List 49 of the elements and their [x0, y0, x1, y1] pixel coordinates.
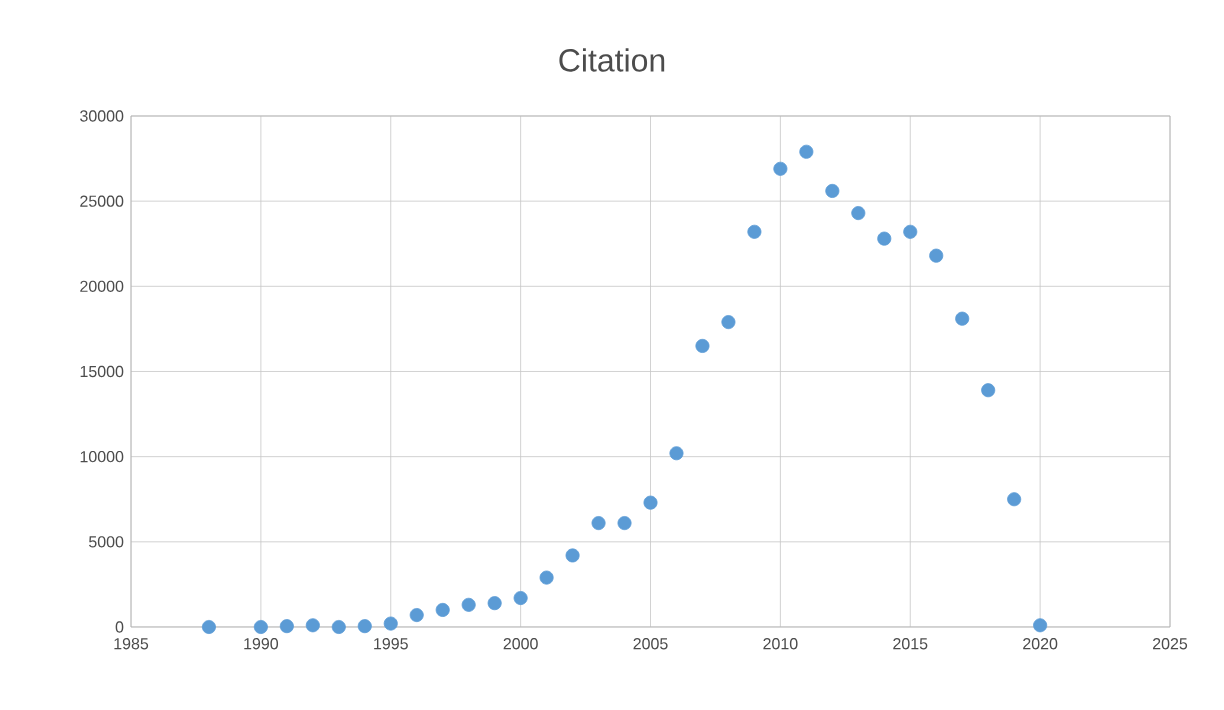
x-tick-label: 2010 [763, 638, 798, 650]
point [409, 608, 424, 623]
point [1033, 618, 1048, 633]
point [539, 570, 554, 585]
point [799, 144, 814, 159]
point [877, 231, 892, 246]
y-tick-label: 25000 [80, 195, 124, 207]
x-tick-label: 2015 [893, 638, 928, 650]
point [461, 597, 476, 612]
point [487, 596, 502, 611]
x-tick-label: 2025 [1153, 638, 1188, 650]
point [253, 619, 268, 634]
x-tick-label: 1990 [244, 638, 279, 650]
point [903, 224, 918, 239]
x-tick-label: 2020 [1023, 638, 1058, 650]
point [695, 338, 710, 353]
point [565, 548, 580, 563]
point [747, 224, 762, 239]
point [929, 248, 944, 263]
y-tick-label: 20000 [80, 280, 124, 292]
x-tick-label: 1985 [114, 638, 149, 650]
y-tick-label: 5000 [88, 536, 124, 548]
x-tick-label: 1995 [374, 638, 408, 650]
y-tick-label: 0 [115, 621, 124, 633]
y-tick-label: 30000 [80, 110, 124, 122]
point [357, 619, 372, 634]
point [955, 311, 970, 326]
point [279, 619, 294, 634]
point [331, 619, 346, 634]
point [825, 183, 840, 198]
point [383, 616, 398, 631]
point [643, 495, 658, 510]
point [851, 206, 866, 221]
y-tick-label: 10000 [80, 450, 124, 463]
point [669, 446, 684, 461]
point [773, 161, 788, 176]
point [305, 618, 320, 633]
point [513, 591, 528, 606]
x-tick-label: 2005 [633, 638, 668, 650]
point [201, 619, 216, 634]
point [617, 516, 632, 531]
point [591, 516, 606, 531]
point [1007, 492, 1022, 507]
chart-title: Citation [559, 48, 665, 72]
y-tick-label: 15000 [80, 365, 124, 378]
point [435, 602, 450, 617]
point [981, 383, 996, 398]
x-tick-label: 2000 [503, 638, 538, 650]
point [721, 315, 736, 330]
